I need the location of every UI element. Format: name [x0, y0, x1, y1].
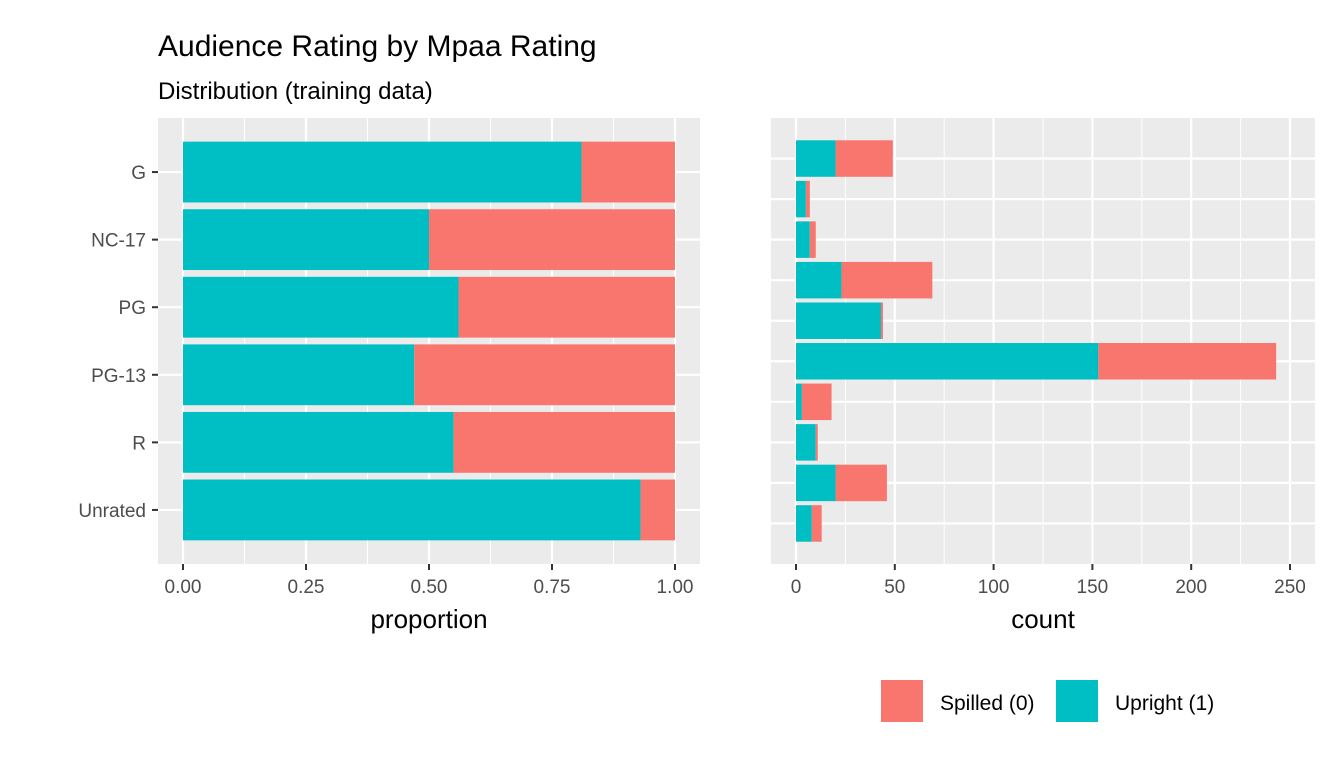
right-bar-spilled-0: [841, 261, 933, 299]
left-x-axis: 0.00 0.25 0.50 0.75 1.00: [165, 564, 694, 598]
left-y-tick-label: G: [131, 163, 146, 184]
left-bar-upright-1: [183, 141, 582, 203]
right-bar-upright-1: [796, 505, 812, 542]
right-x-tick-label: 50: [884, 577, 905, 598]
right-bar-spilled-0: [811, 505, 822, 542]
right-bar-spilled-0: [815, 424, 818, 461]
right-x-tick-label: 0: [791, 577, 802, 598]
left-panel-bars: [183, 141, 675, 541]
left-bar-upright-1: [183, 209, 429, 271]
left-x-axis-title: proportion: [370, 604, 487, 634]
right-bar-spilled-0: [880, 302, 883, 339]
chart-title: Audience Rating by Mpaa Rating: [158, 30, 597, 63]
chart-subtitle: Distribution (training data): [158, 78, 433, 105]
left-bar-upright-1: [183, 479, 641, 541]
right-x-axis: 0 50 100 150 200 250: [791, 564, 1306, 598]
right-bar-upright-1: [796, 221, 810, 258]
right-bar-upright-1: [796, 424, 816, 461]
left-bar-spilled-0: [458, 276, 675, 338]
left-y-axis: G NC-17 PG PG-13 R Unrated: [78, 163, 158, 522]
right-x-tick-label: 250: [1274, 577, 1306, 598]
right-bar-spilled-0: [835, 140, 893, 177]
right-bar-spilled-0: [809, 221, 816, 258]
left-bar-spilled-0: [453, 411, 675, 473]
right-bar-upright-1: [796, 383, 802, 421]
right-x-tick-label: 200: [1175, 577, 1207, 598]
right-bar-spilled-0: [1098, 343, 1277, 380]
right-bar-upright-1: [796, 180, 806, 218]
legend: Spilled (0) Upright (1): [881, 680, 1214, 722]
left-bar-spilled-0: [640, 479, 675, 541]
left-x-tick-label: 0.75: [534, 577, 571, 598]
right-x-tick-label: 150: [1077, 577, 1109, 598]
right-bar-spilled-0: [801, 383, 832, 421]
right-x-axis-title: count: [1011, 604, 1075, 634]
legend-label-spilled: Spilled (0): [940, 692, 1035, 715]
right-bar-upright-1: [796, 140, 836, 177]
left-y-tick-label: Unrated: [78, 501, 146, 522]
left-bar-spilled-0: [429, 209, 675, 271]
left-bar-upright-1: [183, 276, 459, 338]
right-x-tick-label: 100: [978, 577, 1010, 598]
left-y-tick-label: PG: [119, 298, 146, 319]
left-x-tick-label: 0.00: [165, 577, 202, 598]
left-y-tick-label: PG-13: [91, 366, 146, 387]
right-panel-bars: [796, 140, 1277, 542]
legend-label-upright: Upright (1): [1115, 692, 1214, 715]
right-bar-upright-1: [796, 261, 842, 299]
left-x-tick-label: 0.25: [288, 577, 325, 598]
left-bar-spilled-0: [581, 141, 675, 203]
left-y-tick-label: R: [132, 433, 146, 454]
legend-key-spilled: [881, 680, 923, 722]
legend-key-upright: [1056, 680, 1098, 722]
right-bar-upright-1: [796, 302, 881, 339]
left-bar-upright-1: [183, 411, 454, 473]
right-bar-upright-1: [796, 464, 836, 502]
right-bar-spilled-0: [835, 464, 887, 502]
right-bar-upright-1: [796, 343, 1099, 380]
right-bar-spilled-0: [805, 180, 810, 218]
left-x-tick-label: 1.00: [657, 577, 694, 598]
left-bar-upright-1: [183, 344, 415, 406]
left-x-tick-label: 0.50: [411, 577, 448, 598]
left-y-tick-label: NC-17: [91, 231, 146, 252]
left-bar-spilled-0: [414, 344, 675, 406]
